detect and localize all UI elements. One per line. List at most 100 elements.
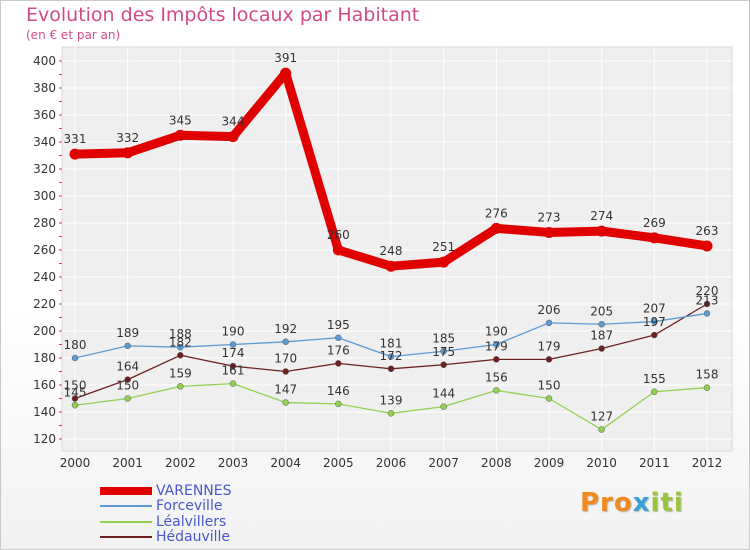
data-point: [596, 225, 608, 237]
data-label: 195: [327, 318, 350, 332]
data-point: [71, 354, 79, 362]
data-point: [543, 226, 555, 238]
data-label: 161: [222, 364, 245, 378]
data-label: 164: [116, 360, 139, 374]
x-tick-label: 2010: [586, 456, 617, 470]
data-point: [440, 403, 447, 410]
data-point: [387, 353, 395, 360]
x-tick-label: 2005: [323, 456, 354, 470]
data-label: 190: [485, 325, 508, 339]
legend-label: Hédauville: [156, 529, 231, 546]
data-point: [335, 360, 342, 367]
data-point: [440, 361, 447, 368]
y-tick-label: 360: [33, 108, 56, 122]
data-point: [71, 402, 79, 409]
data-point: [387, 410, 395, 417]
data-point: [71, 395, 79, 402]
y-tick-label: 380: [33, 81, 56, 95]
y-tick-label: 340: [33, 135, 56, 149]
data-label: 176: [327, 343, 350, 357]
data-label: 188: [169, 327, 192, 341]
data-label: 248: [380, 244, 403, 258]
data-label: 332: [116, 131, 139, 145]
data-point: [282, 338, 289, 346]
data-label: 179: [538, 339, 561, 353]
data-point: [651, 388, 658, 395]
data-label: 156: [485, 370, 508, 384]
data-label: 170: [274, 352, 297, 366]
data-point: [598, 321, 605, 328]
legend-item: VARENNES: [100, 483, 232, 499]
y-tick-label: 220: [33, 297, 56, 311]
data-label: 189: [116, 326, 139, 340]
legend-swatch: [100, 536, 152, 539]
y-tick-label: 140: [33, 405, 56, 419]
y-tick-label: 200: [33, 324, 56, 338]
data-label: 175: [432, 345, 455, 359]
data-point: [493, 341, 500, 348]
data-point: [648, 232, 660, 244]
x-tick-label: 2006: [376, 456, 407, 470]
legend-label: VARENNES: [156, 482, 232, 499]
data-point: [598, 345, 605, 352]
data-label: 150: [64, 379, 87, 393]
data-label: 127: [590, 410, 613, 424]
data-label: 145: [64, 385, 87, 399]
data-label: 192: [274, 322, 297, 336]
x-tick-label: 2011: [639, 456, 670, 470]
data-point: [545, 319, 553, 327]
data-label: 174: [222, 346, 245, 360]
legend-label: Forceville: [156, 498, 223, 515]
legend-item: Hédauville: [100, 529, 232, 546]
data-label: 144: [432, 387, 455, 401]
x-tick-label: 2007: [428, 456, 459, 470]
legend: VARENNES Forceville Léalvillers Hédauville: [100, 483, 232, 545]
data-label: 139: [380, 393, 403, 407]
data-point: [335, 400, 342, 408]
data-label: 260: [327, 228, 350, 242]
data-point: [177, 383, 184, 390]
data-point: [124, 395, 131, 402]
x-tick-label: 2012: [692, 456, 723, 470]
logo-part-1: Pro: [580, 488, 633, 518]
y-tick-label: 180: [33, 351, 56, 365]
data-label: 182: [169, 335, 192, 349]
data-point: [122, 147, 134, 159]
data-label: 190: [222, 325, 245, 339]
data-point: [124, 342, 131, 350]
plot-area: [61, 46, 733, 452]
data-point: [490, 222, 502, 234]
data-point: [174, 129, 186, 141]
data-point: [651, 331, 658, 339]
data-point: [229, 341, 237, 348]
data-point: [651, 318, 658, 325]
data-label: 345: [169, 113, 192, 127]
data-point: [545, 356, 553, 363]
data-label: 269: [643, 216, 666, 230]
x-tick-label: 2000: [60, 456, 91, 470]
y-tick-label: 300: [33, 189, 56, 203]
data-label: 150: [538, 379, 561, 393]
legend-swatch: [100, 486, 152, 495]
data-label: 251: [432, 240, 455, 254]
data-point: [440, 348, 447, 355]
x-tick-label: 2009: [534, 456, 565, 470]
data-point: [701, 240, 713, 252]
data-label: 146: [327, 384, 350, 398]
data-point: [177, 352, 184, 359]
data-label: 147: [274, 383, 297, 397]
data-label: 159: [169, 366, 192, 380]
data-point: [438, 256, 450, 268]
data-label: 172: [380, 349, 403, 363]
data-point: [124, 376, 131, 383]
data-labels: 331 332 345 344 391 260 248 251 276 273 274 269 263 1…: [64, 51, 719, 423]
data-label: 179: [485, 339, 508, 353]
data-label: 206: [538, 303, 561, 317]
data-label: 181: [380, 337, 403, 351]
data-point: [282, 399, 289, 406]
data-label: 276: [485, 206, 508, 220]
data-label: 331: [64, 132, 87, 146]
data-point: [332, 244, 344, 256]
data-point: [703, 300, 711, 308]
